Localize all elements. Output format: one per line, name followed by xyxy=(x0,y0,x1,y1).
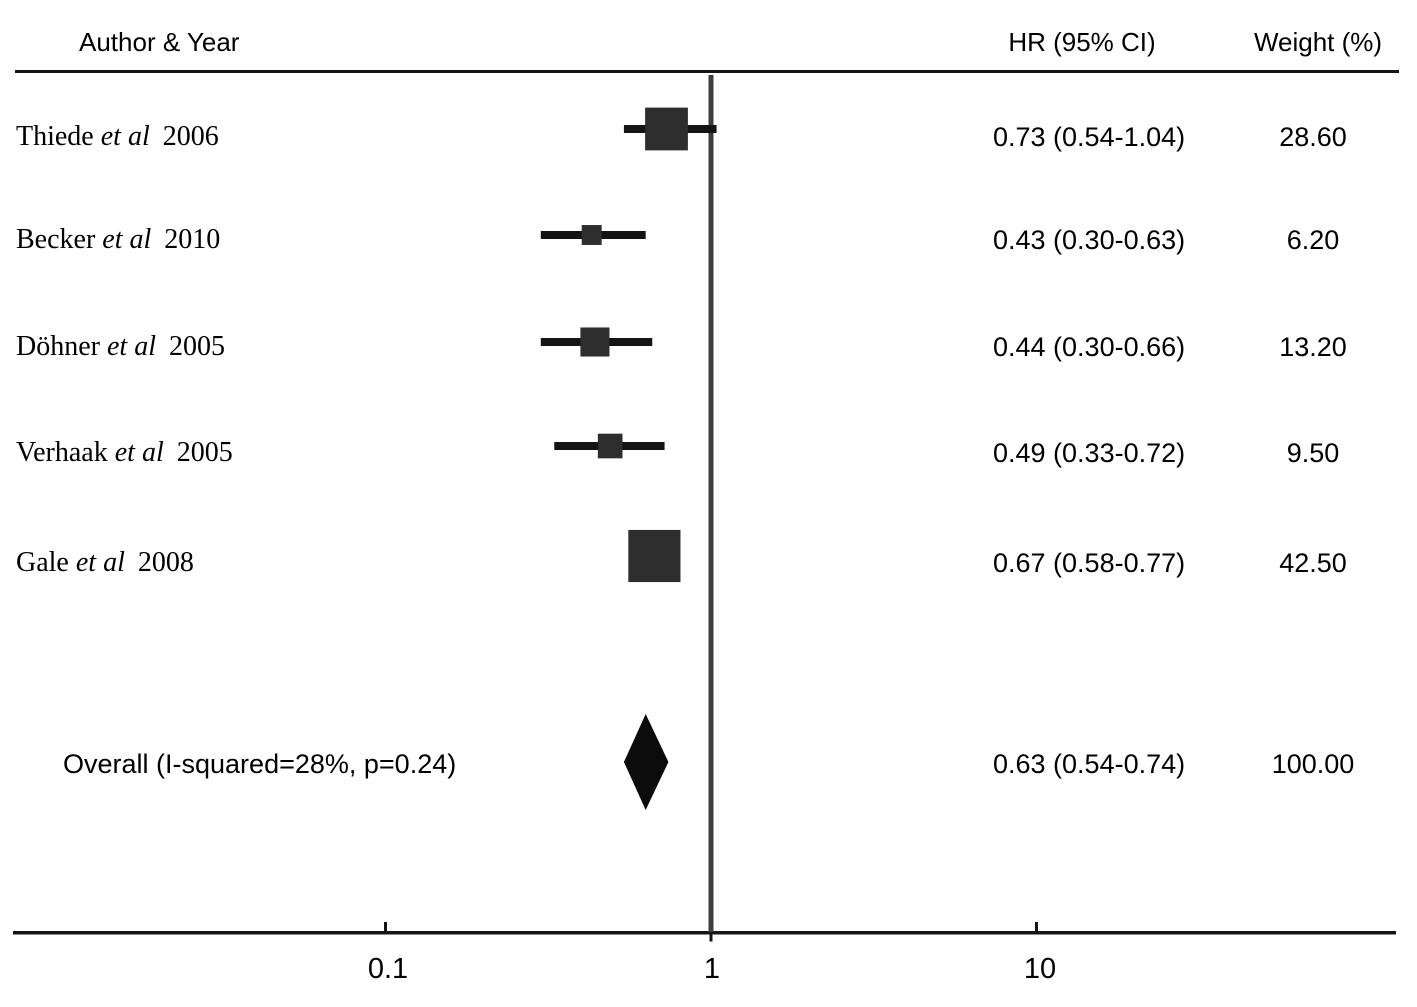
hr-value-overall: 0.63 (0.54-0.74) xyxy=(993,749,1186,779)
study-etal: et al xyxy=(100,121,150,152)
study-author: Döhner xyxy=(16,331,100,362)
x-tick-label-0.1: 0.1 xyxy=(367,953,409,985)
header-divider-line xyxy=(15,70,1399,73)
x-axis-line xyxy=(13,931,1396,935)
study-author: Gale xyxy=(16,547,69,578)
weight-value: 42.50 xyxy=(1279,548,1347,578)
study-year: 2006 xyxy=(162,121,219,152)
hr-square-becker xyxy=(581,225,602,245)
study-label-thiede: Thiede et al 2006 xyxy=(16,119,219,155)
study-author: Verhaak xyxy=(16,437,108,468)
weight-value: 9.50 xyxy=(1286,438,1340,468)
hr-value: 0.43 (0.30-0.63) xyxy=(993,225,1186,255)
study-etal: et al xyxy=(102,224,152,255)
hr-value: 0.67 (0.58-0.77) xyxy=(993,548,1186,578)
study-etal: et al xyxy=(75,547,125,578)
x-tick-0.1 xyxy=(384,922,387,931)
overall-diamond xyxy=(623,714,669,810)
study-label-verhaak: Verhaak et al 2005 xyxy=(16,435,233,471)
study-year: 2010 xyxy=(164,224,221,255)
study-year: 2005 xyxy=(168,331,225,362)
hr-value: 0.73 (0.54-1.04) xyxy=(993,122,1186,152)
weight-value: 28.60 xyxy=(1279,122,1347,152)
hr-value: 0.49 (0.33-0.72) xyxy=(993,438,1186,468)
study-year: 2005 xyxy=(176,437,233,468)
hr-value: 0.44 (0.30-0.66) xyxy=(993,332,1186,362)
reference-line xyxy=(708,75,714,932)
study-etal: et al xyxy=(114,437,164,468)
hr-square-thiede xyxy=(645,107,688,151)
hr-square-verhaak xyxy=(597,433,623,459)
weight-value-overall: 100.00 xyxy=(1271,749,1355,779)
column-header-weight: Weight (%) xyxy=(1253,27,1383,57)
column-header-author: Author & Year xyxy=(79,27,240,57)
study-label-becker: Becker et al 2010 xyxy=(16,222,220,258)
study-author: Thiede xyxy=(16,121,94,152)
hr-square-gale xyxy=(628,529,681,583)
x-tick-1 xyxy=(709,934,713,942)
study-label-dohner: Döhner et al 2005 xyxy=(16,329,225,365)
x-tick-10 xyxy=(1035,922,1038,931)
weight-value: 6.20 xyxy=(1286,225,1340,255)
study-author: Becker xyxy=(16,224,96,255)
weight-value: 13.20 xyxy=(1279,332,1347,362)
study-label-gale: Gale et al 2008 xyxy=(16,545,194,581)
x-tick-label-10: 10 xyxy=(1023,953,1057,985)
study-year: 2008 xyxy=(137,547,194,578)
column-header-hr: HR (95% CI) xyxy=(1008,27,1156,57)
study-etal: et al xyxy=(106,331,156,362)
overall-label: Overall (I-squared=28%, p=0.24) xyxy=(63,749,457,779)
hr-square-döhner xyxy=(580,327,610,357)
x-tick-label-1: 1 xyxy=(703,953,721,985)
